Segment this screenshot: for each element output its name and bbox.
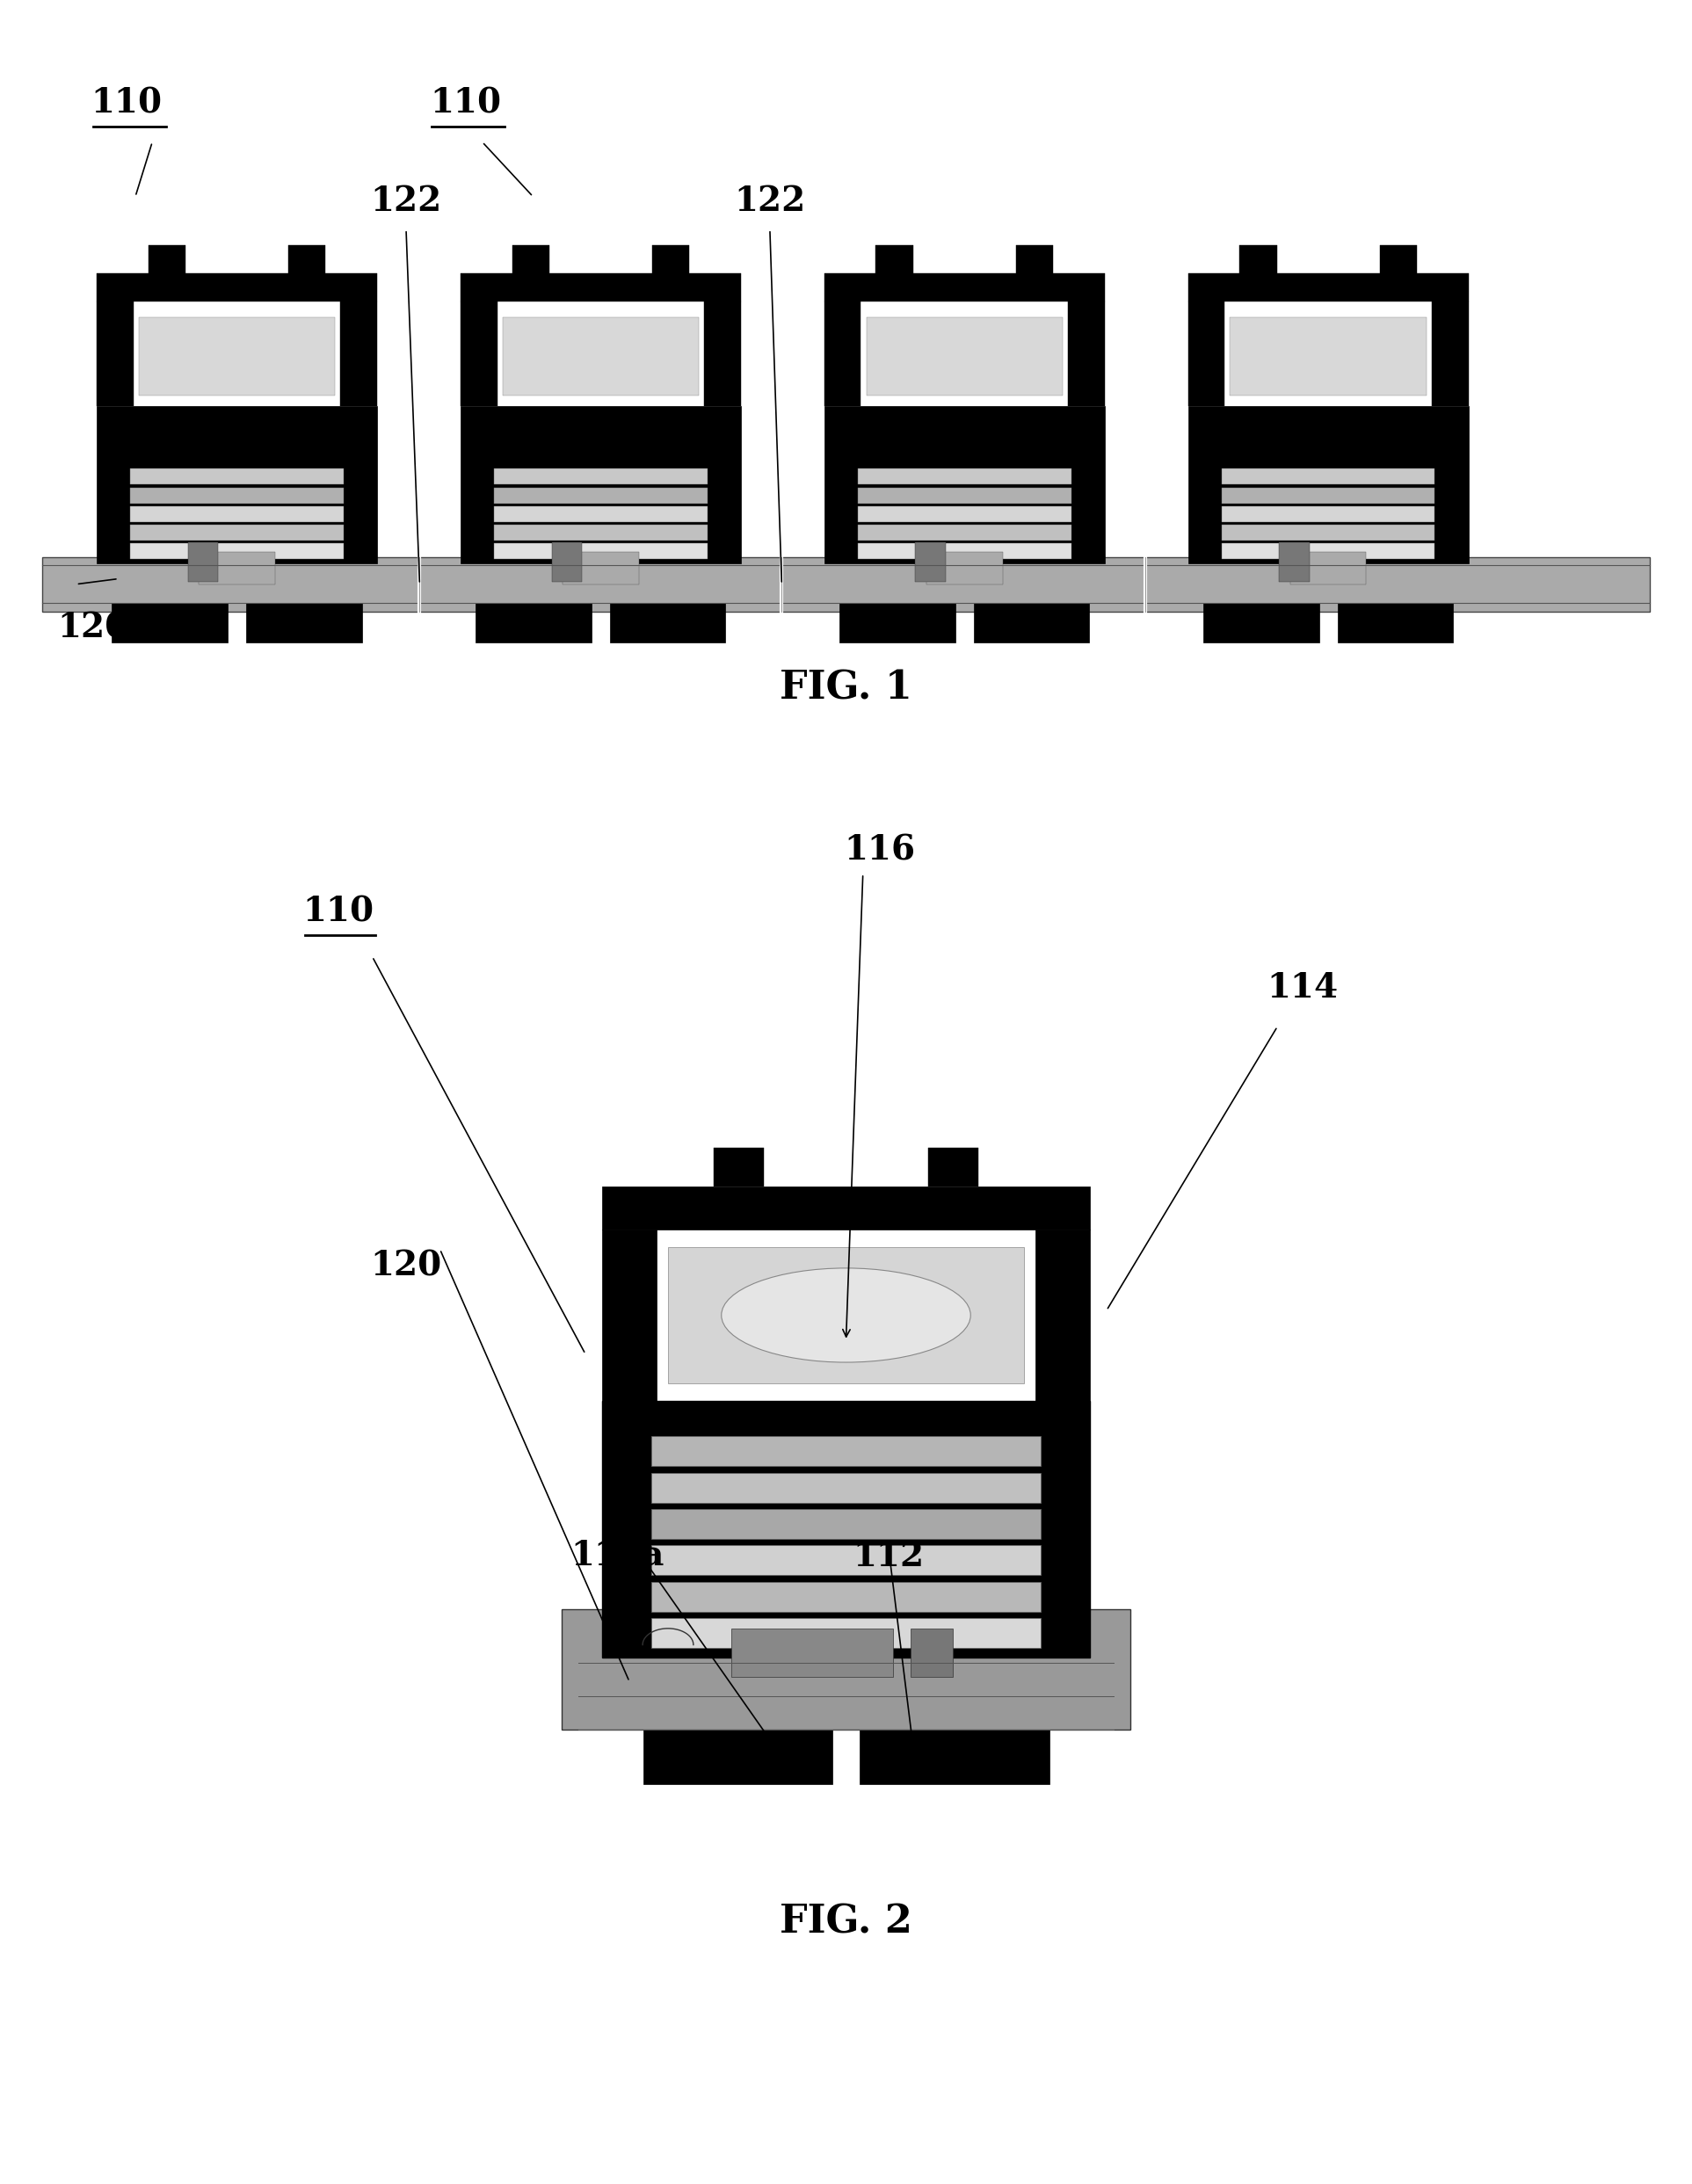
Text: 122: 122 [371,186,442,218]
FancyBboxPatch shape [602,1400,1090,1658]
FancyBboxPatch shape [1222,507,1435,522]
FancyBboxPatch shape [513,245,550,273]
FancyBboxPatch shape [1337,603,1453,642]
FancyBboxPatch shape [460,301,497,406]
FancyBboxPatch shape [609,603,726,642]
FancyBboxPatch shape [651,1472,1041,1503]
FancyBboxPatch shape [858,487,1071,502]
FancyBboxPatch shape [1230,317,1426,395]
FancyBboxPatch shape [858,507,1071,522]
FancyBboxPatch shape [927,553,1002,585]
FancyBboxPatch shape [602,1186,1090,1230]
FancyBboxPatch shape [839,603,956,642]
FancyBboxPatch shape [651,1509,1041,1540]
FancyBboxPatch shape [112,603,228,642]
FancyBboxPatch shape [927,1147,978,1186]
Text: 110: 110 [303,895,374,928]
FancyBboxPatch shape [1188,273,1469,301]
FancyBboxPatch shape [1203,603,1320,642]
FancyBboxPatch shape [130,524,343,539]
FancyBboxPatch shape [96,406,377,563]
FancyBboxPatch shape [96,273,377,301]
Text: 110: 110 [91,87,162,120]
FancyBboxPatch shape [915,542,946,581]
FancyBboxPatch shape [130,470,343,485]
FancyBboxPatch shape [340,301,377,406]
Text: 112a: 112a [570,1540,665,1572]
FancyBboxPatch shape [973,603,1090,642]
FancyBboxPatch shape [860,1730,1049,1784]
FancyBboxPatch shape [494,507,707,522]
FancyBboxPatch shape [503,317,699,395]
FancyBboxPatch shape [1291,553,1367,585]
FancyBboxPatch shape [1240,245,1277,273]
FancyBboxPatch shape [651,245,689,273]
FancyBboxPatch shape [1222,470,1435,485]
FancyBboxPatch shape [130,487,343,502]
FancyBboxPatch shape [602,1230,656,1400]
FancyBboxPatch shape [460,273,741,301]
FancyBboxPatch shape [494,544,707,559]
FancyBboxPatch shape [494,524,707,539]
FancyBboxPatch shape [858,544,1071,559]
FancyBboxPatch shape [494,487,707,502]
Text: FIG. 2: FIG. 2 [780,1902,912,1942]
FancyBboxPatch shape [1222,487,1435,502]
FancyBboxPatch shape [460,406,741,563]
FancyBboxPatch shape [858,524,1071,539]
FancyBboxPatch shape [824,406,1105,563]
FancyBboxPatch shape [1188,301,1225,406]
Text: 110: 110 [430,87,501,120]
FancyBboxPatch shape [1188,406,1469,563]
FancyBboxPatch shape [824,301,861,406]
FancyBboxPatch shape [1015,245,1052,273]
FancyBboxPatch shape [130,507,343,522]
FancyBboxPatch shape [1431,301,1469,406]
FancyBboxPatch shape [1222,544,1435,559]
FancyBboxPatch shape [1279,542,1310,581]
FancyBboxPatch shape [475,603,592,642]
FancyBboxPatch shape [245,603,362,642]
Text: 112: 112 [853,1540,924,1572]
FancyBboxPatch shape [651,1618,1041,1649]
FancyBboxPatch shape [288,245,325,273]
FancyBboxPatch shape [651,1546,1041,1575]
FancyBboxPatch shape [1068,301,1105,406]
Text: 114: 114 [1267,972,1338,1005]
FancyBboxPatch shape [731,1629,893,1677]
FancyBboxPatch shape [200,553,276,585]
Text: 122: 122 [734,186,805,218]
FancyBboxPatch shape [149,245,186,273]
FancyBboxPatch shape [643,1730,832,1784]
FancyBboxPatch shape [704,301,741,406]
FancyBboxPatch shape [42,557,1650,612]
FancyBboxPatch shape [96,301,134,406]
Text: 120: 120 [371,1249,442,1282]
Text: 120: 120 [58,612,129,644]
FancyBboxPatch shape [651,1437,1041,1465]
FancyBboxPatch shape [562,1610,1130,1730]
Text: FIG. 1: FIG. 1 [780,668,912,708]
FancyBboxPatch shape [130,544,343,559]
FancyBboxPatch shape [876,245,914,273]
Ellipse shape [721,1269,971,1363]
FancyBboxPatch shape [858,470,1071,485]
FancyBboxPatch shape [562,553,638,585]
Text: 116: 116 [844,834,915,867]
FancyBboxPatch shape [1036,1230,1090,1400]
FancyBboxPatch shape [188,542,218,581]
FancyBboxPatch shape [714,1147,765,1186]
FancyBboxPatch shape [1222,524,1435,539]
FancyBboxPatch shape [866,317,1063,395]
FancyBboxPatch shape [552,542,582,581]
FancyBboxPatch shape [139,317,335,395]
FancyBboxPatch shape [910,1629,953,1677]
FancyBboxPatch shape [824,273,1105,301]
FancyBboxPatch shape [651,1581,1041,1612]
FancyBboxPatch shape [668,1247,1024,1385]
FancyBboxPatch shape [494,470,707,485]
FancyBboxPatch shape [1379,245,1416,273]
